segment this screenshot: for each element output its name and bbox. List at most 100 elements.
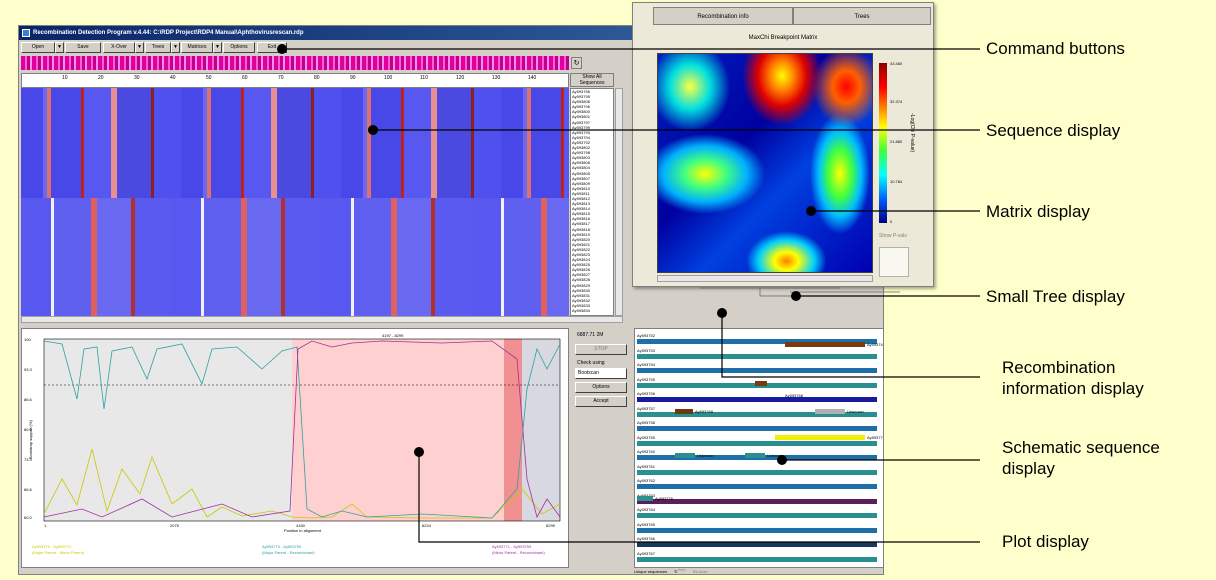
- save-button[interactable]: Save: [65, 42, 101, 53]
- sequence-name-item[interactable]: Ay593826: [572, 267, 590, 273]
- sequence-name-item[interactable]: Ay593834: [572, 308, 590, 314]
- maxchi-breakpoint-matrix[interactable]: [657, 53, 873, 273]
- sequence-name-item[interactable]: Ay593821: [572, 241, 590, 247]
- sequence-name-item[interactable]: Ay593805: [572, 170, 590, 176]
- schematic-sequence-display[interactable]: Ay593752 Ay593753 Ay593754 Ay593755 Ay593756…: [634, 328, 884, 568]
- tab-trees[interactable]: Trees: [793, 7, 931, 25]
- sequence-name-item[interactable]: Ay593801: [572, 114, 590, 120]
- sequence-name-item[interactable]: Ay593832: [572, 297, 590, 303]
- show-all-sequences-button[interactable]: Show All Sequences: [570, 73, 614, 87]
- open-button[interactable]: Open: [21, 42, 55, 53]
- sequence-name-item[interactable]: Ay593800: [572, 109, 590, 115]
- schematic-sequence-bar[interactable]: [637, 440, 877, 446]
- sequence-name-item[interactable]: Ay593817: [572, 221, 590, 227]
- trees-dropdown-arrow-icon[interactable]: ▼: [171, 42, 180, 53]
- schematic-sequence-bar[interactable]: [637, 368, 877, 373]
- xover-button[interactable]: X-Over: [103, 42, 135, 53]
- options-button[interactable]: Options: [223, 42, 255, 53]
- sequence-name-item[interactable]: Ay593796: [572, 104, 590, 110]
- sequence-name-item[interactable]: Ay593830: [572, 287, 590, 293]
- schematic-sequence-bar[interactable]: [637, 527, 877, 533]
- plot-display[interactable]: 100 93.3 86.6 80.0 73.3 66.6 60.0 1 2075…: [21, 328, 569, 568]
- schematic-sequence-bar[interactable]: [637, 513, 877, 518]
- trees-button[interactable]: Trees: [145, 42, 171, 53]
- sequence-name-item[interactable]: Ay593810: [572, 185, 590, 191]
- sequence-name-item[interactable]: Ay593793: [572, 129, 590, 135]
- schematic-sequence-bar[interactable]: [637, 339, 877, 344]
- sequence-name-list[interactable]: Ay593756 Ay593795 Ay593808 Ay593796 Ay593800…: [570, 88, 614, 316]
- matrix-horizontal-scrollbar[interactable]: [657, 275, 873, 282]
- sequence-name-item[interactable]: Ay593815: [572, 211, 590, 217]
- sequence-name-item[interactable]: Ay593818: [572, 226, 590, 232]
- sequence-name-item[interactable]: Ay593756: [572, 89, 590, 94]
- schematic-sequence-bar[interactable]: [637, 484, 877, 489]
- schematic-sequence-bar[interactable]: [637, 498, 877, 504]
- refresh-icon[interactable]: ↻: [571, 57, 582, 69]
- recombinant-segment[interactable]: [815, 409, 845, 414]
- sequence-name-item[interactable]: Ay593819: [572, 231, 590, 237]
- recombinant-segment[interactable]: [675, 409, 693, 414]
- matrices-dropdown-arrow-icon[interactable]: ▼: [213, 42, 222, 53]
- sequence-horizontal-scrollbar[interactable]: [21, 316, 623, 323]
- sequence-name-item[interactable]: Ay593812: [572, 195, 590, 201]
- sequence-name-item[interactable]: Ay593799: [572, 124, 590, 130]
- sequence-name-item[interactable]: Ay593828: [572, 277, 590, 283]
- sequence-name-item[interactable]: Ay593816: [572, 216, 590, 222]
- small-tree-display[interactable]: [700, 282, 900, 300]
- rescan-button[interactable]: Re-scan: [692, 569, 708, 574]
- accept-button[interactable]: Accept: [575, 396, 627, 407]
- sequence-display[interactable]: [21, 88, 569, 316]
- xover-dropdown-arrow-icon[interactable]: ▼: [135, 42, 144, 53]
- sequence-name-item[interactable]: Ay593814: [572, 206, 590, 212]
- sequence-name-item[interactable]: Ay593808: [572, 99, 590, 105]
- sequence-name-item[interactable]: Ay593829: [572, 282, 590, 288]
- sequence-name-item[interactable]: Ay593820: [572, 236, 590, 242]
- sequence-name-item[interactable]: Ay593794: [572, 134, 590, 140]
- stop-button[interactable]: STOP: [575, 344, 627, 355]
- schematic-sequence-bar[interactable]: [637, 397, 877, 402]
- show-pvals-checkbox[interactable]: Show P-vals: [879, 233, 907, 239]
- sequence-name-item[interactable]: Ay593792: [572, 139, 590, 145]
- rotate-icon[interactable]: ↻⌒⌒: [674, 569, 686, 574]
- schematic-sequence-bar[interactable]: [637, 542, 877, 547]
- sequence-name-item[interactable]: Ay593824: [572, 257, 590, 263]
- sequence-name-item[interactable]: Ay593827: [572, 272, 590, 278]
- plot-options-button[interactable]: Options: [575, 382, 627, 393]
- recombinant-segment[interactable]: [637, 496, 653, 501]
- segment-label: Unknown: [767, 453, 784, 458]
- x-tick: 2075: [170, 523, 179, 528]
- sequence-name-item[interactable]: Ay593833: [572, 302, 590, 308]
- matrix-side-panel: [879, 247, 909, 277]
- sequence-name-item[interactable]: Ay593798: [572, 150, 590, 156]
- schematic-sequence-bar[interactable]: [637, 411, 877, 417]
- recombinant-segment[interactable]: [675, 453, 695, 458]
- sequence-name-item[interactable]: Ay593811: [572, 190, 590, 196]
- sequence-name-item[interactable]: Ay593822: [572, 246, 590, 252]
- recombinant-segment[interactable]: [775, 435, 865, 440]
- schematic-sequence-bar[interactable]: [637, 469, 877, 475]
- sequence-name-item[interactable]: Ay593831: [572, 292, 590, 298]
- sequence-name-item[interactable]: Ay593823: [572, 252, 590, 257]
- sequence-name-item[interactable]: Ay593807: [572, 175, 590, 181]
- sequence-name-item[interactable]: Ay593825: [572, 262, 590, 268]
- sequence-name-item[interactable]: Ay593797: [572, 119, 590, 125]
- sequence-name-item[interactable]: Ay593803: [572, 155, 590, 161]
- recombinant-segment[interactable]: [785, 342, 865, 347]
- sequence-name-item[interactable]: Ay593806: [572, 160, 590, 166]
- sequence-name-item[interactable]: Ay593809: [572, 180, 590, 186]
- recombinant-segment[interactable]: [755, 381, 767, 386]
- sequence-vertical-scrollbar[interactable]: [615, 88, 623, 316]
- tab-recombination-info[interactable]: Recombination info: [653, 7, 793, 25]
- sequence-name-item[interactable]: Ay593813: [572, 201, 590, 207]
- schematic-sequence-bar[interactable]: [637, 426, 877, 431]
- sequence-name-item[interactable]: Ay593802: [572, 145, 590, 151]
- schematic-sequence-bar[interactable]: [637, 353, 877, 359]
- alignment-overview-strip[interactable]: [21, 56, 569, 70]
- schematic-sequence-bar[interactable]: [637, 556, 877, 562]
- sequence-name-item[interactable]: Ay593804: [572, 165, 590, 171]
- open-dropdown-arrow-icon[interactable]: ▼: [55, 42, 64, 53]
- sequence-name-item[interactable]: Ay593795: [572, 94, 590, 100]
- matrices-button[interactable]: Matrices: [181, 42, 213, 53]
- recombinant-segment[interactable]: [745, 453, 765, 458]
- method-select[interactable]: Bootscan: [575, 368, 627, 379]
